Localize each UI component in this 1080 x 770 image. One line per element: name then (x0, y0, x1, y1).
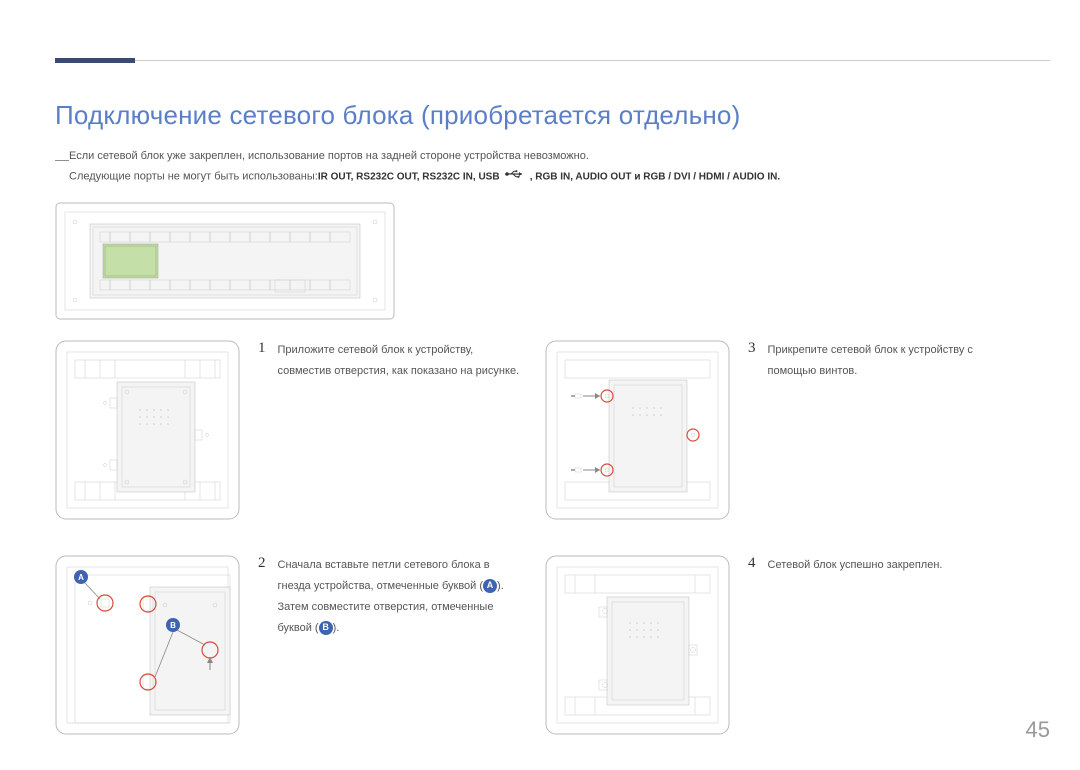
step-number: 3 (748, 340, 756, 520)
step-number: 2 (258, 555, 266, 735)
step-4-diagram (545, 555, 730, 735)
step-3: 3 Прикрепите сетевой блок к устройству с… (545, 340, 1015, 520)
step-row: 1 Приложите сетевой блок к устройству, с… (55, 340, 1050, 520)
step-1: 1 Приложите сетевой блок к устройству, с… (55, 340, 525, 520)
step-text: Сетевой блок успешно закреплен. (768, 555, 943, 735)
step-text: Приложите сетевой блок к устройству, сов… (278, 340, 526, 520)
note-line2: Следующие порты не могут быть использова… (69, 168, 1040, 186)
header-rule (55, 60, 1050, 61)
usb-icon (505, 168, 525, 186)
page-number: 45 (1026, 717, 1050, 743)
step-2-diagram: A B (55, 555, 240, 735)
step-2: A B 2 Сначала вставьте петли сетевого бл… (55, 555, 525, 735)
note-block: ― Если сетевой блок уже закреплен, испол… (55, 148, 1040, 186)
svg-text:B: B (170, 621, 176, 630)
note-ports: IR OUT, RS232C OUT, RS232C IN, USB (318, 171, 500, 182)
note-ports-suffix: , RGB IN, AUDIO OUT и RGB / DVI / HDMI /… (530, 171, 780, 182)
main-overview-diagram (55, 202, 395, 320)
header-accent (55, 58, 135, 63)
steps-grid: 1 Приложите сетевой блок к устройству, с… (55, 340, 1050, 770)
step-2-part3: ). (333, 622, 340, 634)
step-1-diagram (55, 340, 240, 520)
step-row: A B 2 Сначала вставьте петли сетевого бл… (55, 555, 1050, 735)
step-4: 4 Сетевой блок успешно закреплен. (545, 555, 1015, 735)
note-line2-prefix: Следующие порты не могут быть использова… (69, 170, 318, 182)
step-text: Прикрепите сетевой блок к устройству с п… (768, 340, 1016, 520)
step-text: Сначала вставьте петли сетевого блока в … (278, 555, 526, 735)
note-line1: Если сетевой блок уже закреплен, использ… (69, 148, 1040, 166)
step-number: 1 (258, 340, 266, 520)
marker-a: A (483, 579, 497, 593)
step-2-part1: Сначала вставьте петли сетевого блока в … (278, 559, 490, 592)
svg-text:A: A (78, 573, 84, 582)
page-title: Подключение сетевого блока (приобретаетс… (55, 100, 740, 131)
marker-b: B (319, 621, 333, 635)
step-3-diagram (545, 340, 730, 520)
step-number: 4 (748, 555, 756, 735)
note-dash: ― (55, 148, 69, 170)
